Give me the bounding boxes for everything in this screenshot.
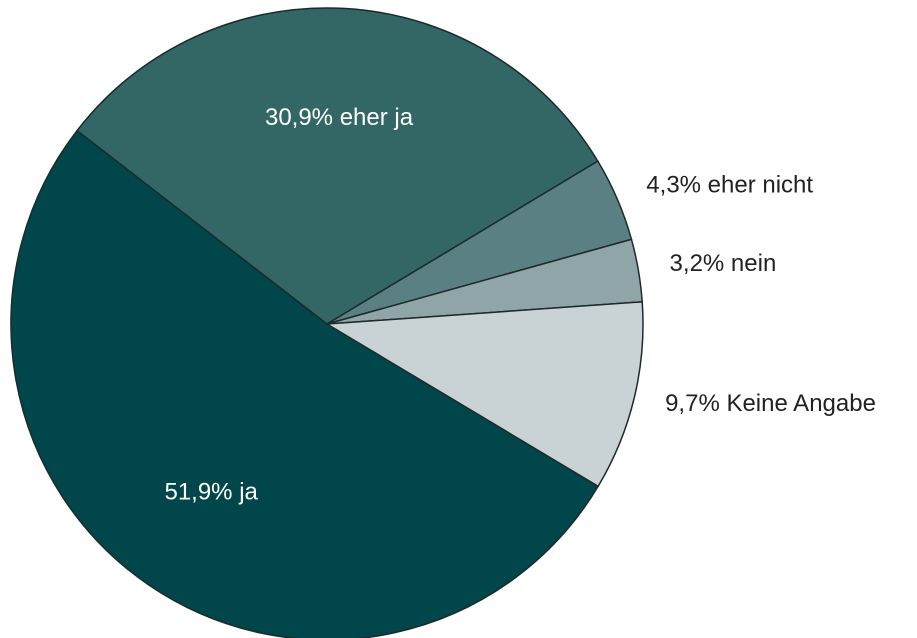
pie-slice <box>76 7 599 325</box>
slice-label: 4,3% eher nicht <box>646 172 813 199</box>
slice-category: ja <box>238 479 258 506</box>
slice-value-label: 4,3% <box>646 172 701 199</box>
slice-label: 30,9% eher ja <box>265 104 414 131</box>
slice-value-label: 30,9% <box>265 104 333 131</box>
slice-label: 9,7% Keine Angabe <box>665 390 876 417</box>
slice-category: nein <box>731 250 776 277</box>
slice-label: 51,9% ja <box>164 479 258 506</box>
slice-category: eher ja <box>340 104 414 131</box>
slice-value-label: 51,9% <box>164 479 232 506</box>
slice-category: eher nicht <box>708 172 814 199</box>
slice-category: Keine Angabe <box>726 390 875 417</box>
pie-slice <box>10 129 600 638</box>
pie-slice <box>324 301 644 488</box>
slice-value-label: 9,7% <box>665 390 720 417</box>
slice-label: 3,2% nein <box>670 250 777 277</box>
slice-value-label: 3,2% <box>670 250 725 277</box>
